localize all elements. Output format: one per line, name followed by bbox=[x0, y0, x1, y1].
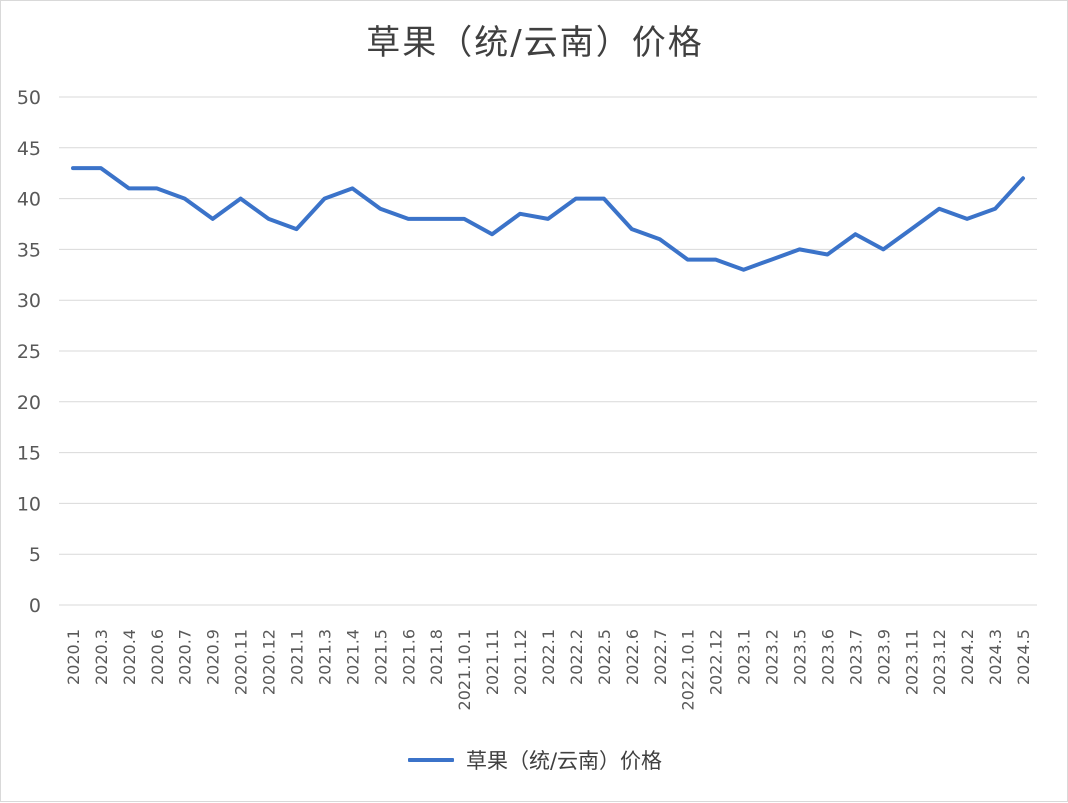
x-tick-label: 2021.10.1 bbox=[455, 629, 474, 710]
y-tick-label: 45 bbox=[17, 138, 41, 160]
x-tick-label: 2020.3 bbox=[92, 629, 111, 685]
y-tick-label: 40 bbox=[17, 189, 41, 211]
x-tick-label: 2020.11 bbox=[232, 629, 251, 695]
x-tick-label: 2022.5 bbox=[595, 629, 614, 685]
legend-label: 草果（统/云南）价格 bbox=[465, 749, 663, 773]
x-tick-label: 2020.4 bbox=[120, 629, 139, 685]
x-tick-label: 2024.5 bbox=[1014, 629, 1033, 685]
x-tick-label: 2023.7 bbox=[846, 629, 865, 685]
y-tick-label: 15 bbox=[17, 443, 41, 465]
x-tick-label: 2022.6 bbox=[623, 629, 642, 685]
y-tick-label: 5 bbox=[29, 544, 41, 566]
x-tick-label: 2020.9 bbox=[204, 629, 223, 685]
y-axis-ticks: 0 5 10 15 20 25 30 35 40 45 50 bbox=[17, 87, 41, 617]
x-tick-label: 2020.12 bbox=[260, 629, 279, 695]
series-layer bbox=[71, 166, 1025, 272]
y-tick-label: 30 bbox=[17, 290, 41, 312]
y-tick-label: 20 bbox=[17, 392, 41, 414]
legend-swatch bbox=[407, 758, 454, 762]
x-tick-label: 2023.1 bbox=[735, 629, 754, 685]
x-tick-label: 2022.2 bbox=[567, 629, 586, 685]
x-tick-label: 2022.1 bbox=[539, 629, 558, 685]
x-tick-label: 2021.5 bbox=[371, 629, 390, 685]
y-tick-label: 50 bbox=[17, 87, 41, 109]
x-tick-label: 2023.12 bbox=[930, 629, 949, 695]
grid-lines bbox=[59, 96, 1037, 606]
x-tick-label: 2022.12 bbox=[707, 629, 726, 695]
x-tick-label: 2023.5 bbox=[790, 629, 809, 685]
x-tick-label: 2024.3 bbox=[986, 629, 1005, 685]
x-tick-label: 2020.7 bbox=[176, 629, 195, 685]
legend: 草果（统/云南）价格 bbox=[1, 745, 1068, 775]
x-tick-label: 2021.3 bbox=[315, 629, 334, 685]
x-tick-label: 2020.1 bbox=[64, 629, 83, 685]
x-tick-label: 2022.7 bbox=[651, 629, 670, 685]
x-tick-label: 2021.11 bbox=[483, 629, 502, 695]
chart-title: 草果（统/云南）价格 bbox=[366, 23, 704, 63]
x-tick-label: 2023.11 bbox=[902, 629, 921, 695]
x-tick-label: 2020.6 bbox=[148, 629, 167, 685]
x-axis-ticks: 2020.1 2020.3 2020.4 2020.6 2020.7 2020.9 2020… bbox=[64, 629, 1033, 710]
x-tick-label: 2023.2 bbox=[763, 629, 782, 685]
y-tick-label: 0 bbox=[29, 595, 41, 617]
x-tick-label: 2023.6 bbox=[818, 629, 837, 685]
y-tick-label: 35 bbox=[17, 239, 41, 261]
x-tick-label: 2022.10.1 bbox=[679, 629, 698, 710]
y-tick-label: 25 bbox=[17, 341, 41, 363]
x-tick-label: 2023.9 bbox=[874, 629, 893, 685]
y-tick-label: 10 bbox=[17, 493, 41, 515]
series-line bbox=[71, 166, 1025, 272]
x-tick-label: 2024.2 bbox=[958, 629, 977, 685]
x-tick-label: 2021.8 bbox=[427, 629, 446, 685]
x-tick-label: 2021.1 bbox=[288, 629, 307, 685]
x-tick-label: 2021.12 bbox=[511, 629, 530, 695]
x-tick-label: 2021.6 bbox=[399, 629, 418, 685]
x-tick-label: 2021.4 bbox=[343, 629, 362, 685]
